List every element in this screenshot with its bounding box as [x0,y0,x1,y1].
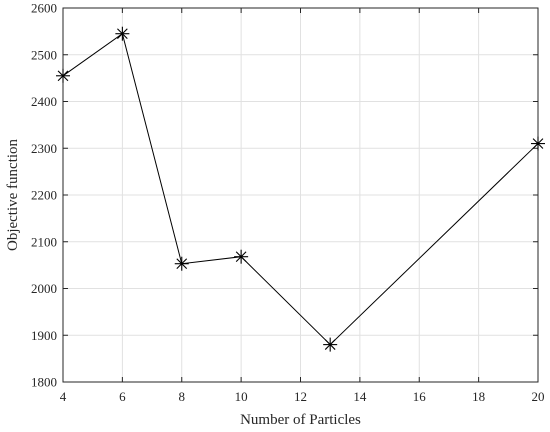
y-tick-label: 2300 [31,141,57,156]
x-tick-label: 14 [353,389,367,404]
y-tick-label: 2200 [31,188,57,203]
x-tick-label: 18 [472,389,485,404]
y-axis-label: Objective function [5,138,21,251]
data-point-marker [234,249,249,264]
y-tick-label: 2500 [31,47,57,62]
x-tick-label: 8 [179,389,186,404]
y-tick-label: 2600 [31,1,57,16]
x-tick-label: 16 [413,389,427,404]
y-tick-label: 2100 [31,234,57,249]
x-tick-label: 4 [60,389,67,404]
y-tick-label: 2000 [31,281,57,296]
x-tick-label: 12 [294,389,307,404]
y-tick-label: 2400 [31,94,57,109]
x-tick-label: 10 [235,389,248,404]
axis-ticks: 4 6 8 10 12 14 16 18 20 1800 1900 2000 2100 2200 2300 2… [31,1,545,405]
series [56,26,545,352]
x-axis-label: Number of Particles [240,412,361,428]
y-tick-label: 1900 [31,328,57,343]
data-point-marker [174,256,189,271]
data-point-marker [56,68,70,83]
x-tick-label: 6 [119,389,126,404]
data-point-marker [323,337,338,352]
grid [62,7,539,383]
data-point-marker [531,136,545,151]
data-point-marker [115,26,130,41]
x-tick-label: 20 [532,389,545,404]
series-line [62,32,539,346]
y-tick-label: 1800 [31,375,57,390]
